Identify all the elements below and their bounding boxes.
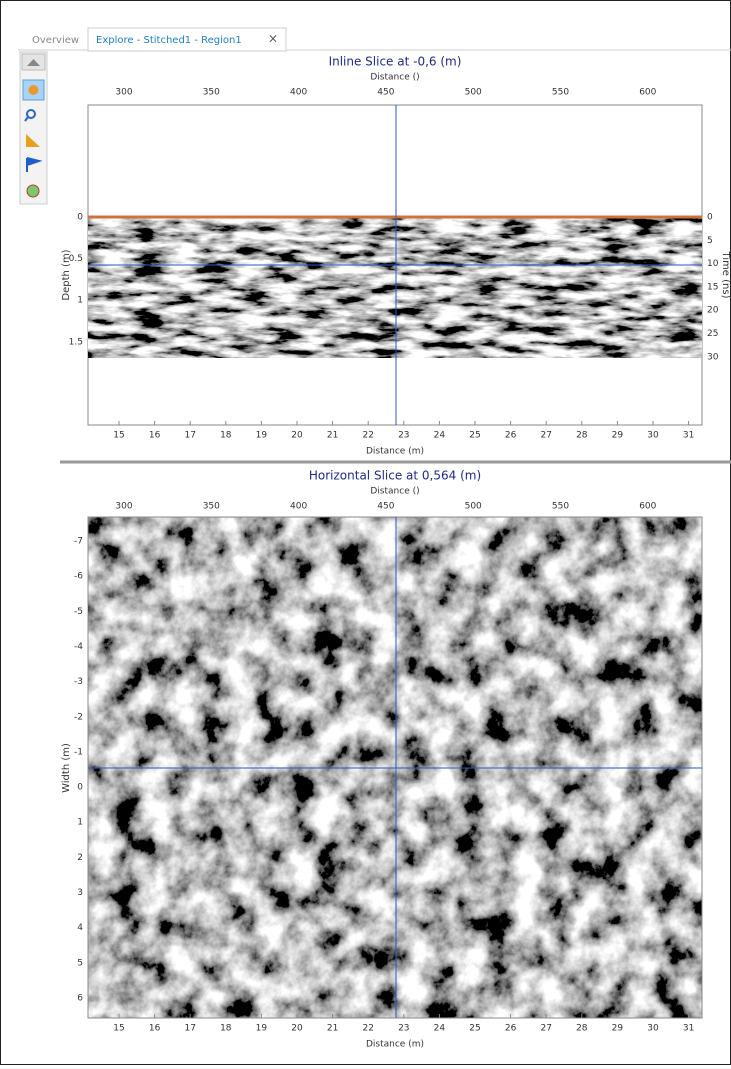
top-tick-label: 350 [203,502,220,512]
top-tick-label: 500 [465,88,482,98]
right-tick-label: 5 [707,236,713,246]
panel-title: Horizontal Slice at 0,564 (m) [309,469,481,483]
left-axis-label: Width (m) [61,743,72,793]
bottom-tick-label: 25 [469,1024,480,1034]
bottom-tick-label: 16 [149,431,161,441]
left-tick-label: 0 [77,213,83,223]
right-tick-label: 20 [707,306,719,316]
inline-panel: Inline Slice at -0,6 (m)Distance ()300 35… [61,55,731,457]
top-tick-label: 400 [290,88,307,98]
left-tick-label: 2 [77,853,83,863]
top-tick-label: 500 [465,502,482,512]
tool-map[interactable] [26,184,40,198]
bottom-tick-label: 21 [327,1024,338,1034]
top-tick-label: 450 [377,88,394,98]
left-tick-label: -3 [74,677,83,687]
bottom-tick-label: 18 [220,1024,232,1034]
top-tick-label: 350 [203,88,220,98]
bottom-tick-label: 21 [327,431,338,441]
top-tick-label: 450 [377,502,394,512]
bottom-tick-label: 27 [540,431,551,441]
tab-close[interactable]: × [268,32,278,46]
top-tick-label: 600 [639,88,656,98]
left-tick-label: 1.5 [69,337,83,347]
bottom-tick-label: 22 [362,431,373,441]
radargram [88,218,702,358]
left-tick-label: 1 [77,818,83,828]
top-tick-label: 550 [552,502,569,512]
bottom-tick-label: 31 [683,431,694,441]
bottom-tick-label: 30 [647,1024,659,1034]
left-tick-label: -2 [74,712,83,722]
bottom-tick-label: 25 [469,431,480,441]
top-tick-label: 300 [115,88,132,98]
active-tab[interactable] [87,27,287,52]
bottom-axis-label: Distance (m) [366,447,424,457]
horizontal-panel: Horizontal Slice at 0,564 (m) Distance ()… [61,469,703,1050]
bottom-tick-label: 20 [291,431,303,441]
tab[interactable]: Overview [32,35,79,46]
left-tick-label: -6 [74,572,83,582]
top-tick-label: 300 [115,502,132,512]
left-tick-label: 4 [77,923,83,933]
top-tick-label: 550 [552,88,569,98]
right-tick-label: 25 [707,329,718,339]
bottom-tick-label: 17 [184,1024,195,1034]
top-tick-label: 600 [639,502,656,512]
bottom-tick-label: 26 [505,431,517,441]
right-tick-label: 10 [707,259,719,269]
bottom-tick-label: 23 [398,431,409,441]
tool-measure[interactable] [26,134,40,147]
tool-zoom[interactable] [26,109,36,119]
top-axis-label: Distance () [370,487,419,497]
bottom-tick-label: 29 [612,1024,624,1034]
tool-flag[interactable] [26,157,43,172]
bottom-tick-label: 27 [540,1024,551,1034]
bottom-tick-label: 15 [113,431,124,441]
tab[interactable]: Explore - Stitched1 - Region1 [96,35,242,46]
left-tick-label: -7 [74,537,83,547]
bottom-tick-label: 18 [220,431,232,441]
toolbar [19,51,48,205]
bottom-tick-label: 26 [505,1024,517,1034]
bottom-tick-label: 28 [576,431,588,441]
left-tick-label: 1 [77,296,83,306]
bottom-tick-label: 17 [184,431,195,441]
panel-title: Inline Slice at -0,6 (m) [329,55,462,69]
bottom-tick-label: 28 [576,1024,588,1034]
bottom-tick-label: 31 [683,1024,694,1034]
bottom-tick-label: 24 [434,431,446,441]
bottom-tick-label: 30 [647,431,659,441]
left-tick-label: 0.5 [69,254,83,264]
left-tick-label: 5 [77,958,83,968]
bottom-tick-label: 20 [291,1024,303,1034]
left-axis-label: Depth (m) [61,249,72,300]
bottom-tick-label: 24 [434,1024,446,1034]
bottom-tick-label: 22 [362,1024,373,1034]
bottom-tick-label: 15 [113,1024,124,1034]
left-tick-label: 0 [77,783,83,793]
left-tick-label: 3 [77,888,83,898]
right-tick-label: 0 [707,213,713,223]
bottom-tick-label: 23 [398,1024,409,1034]
bottom-tick-label: 29 [612,431,624,441]
left-tick-label: -5 [74,607,83,617]
top-tick-label: 400 [290,502,307,512]
right-tick-label: 30 [707,352,719,362]
bottom-tick-label: 19 [256,1024,268,1034]
left-tick-label: 6 [77,993,83,1003]
left-tick-label: -1 [74,747,83,757]
right-axis-label: Time (ns) [720,250,731,298]
bottom-tick-label: 19 [256,431,268,441]
bottom-axis-label: Distance (m) [366,1040,424,1050]
right-tick-label: 15 [707,282,718,292]
bottom-tick-label: 16 [149,1024,161,1034]
left-tick-label: -4 [74,642,83,652]
top-axis-label: Distance () [370,73,419,83]
